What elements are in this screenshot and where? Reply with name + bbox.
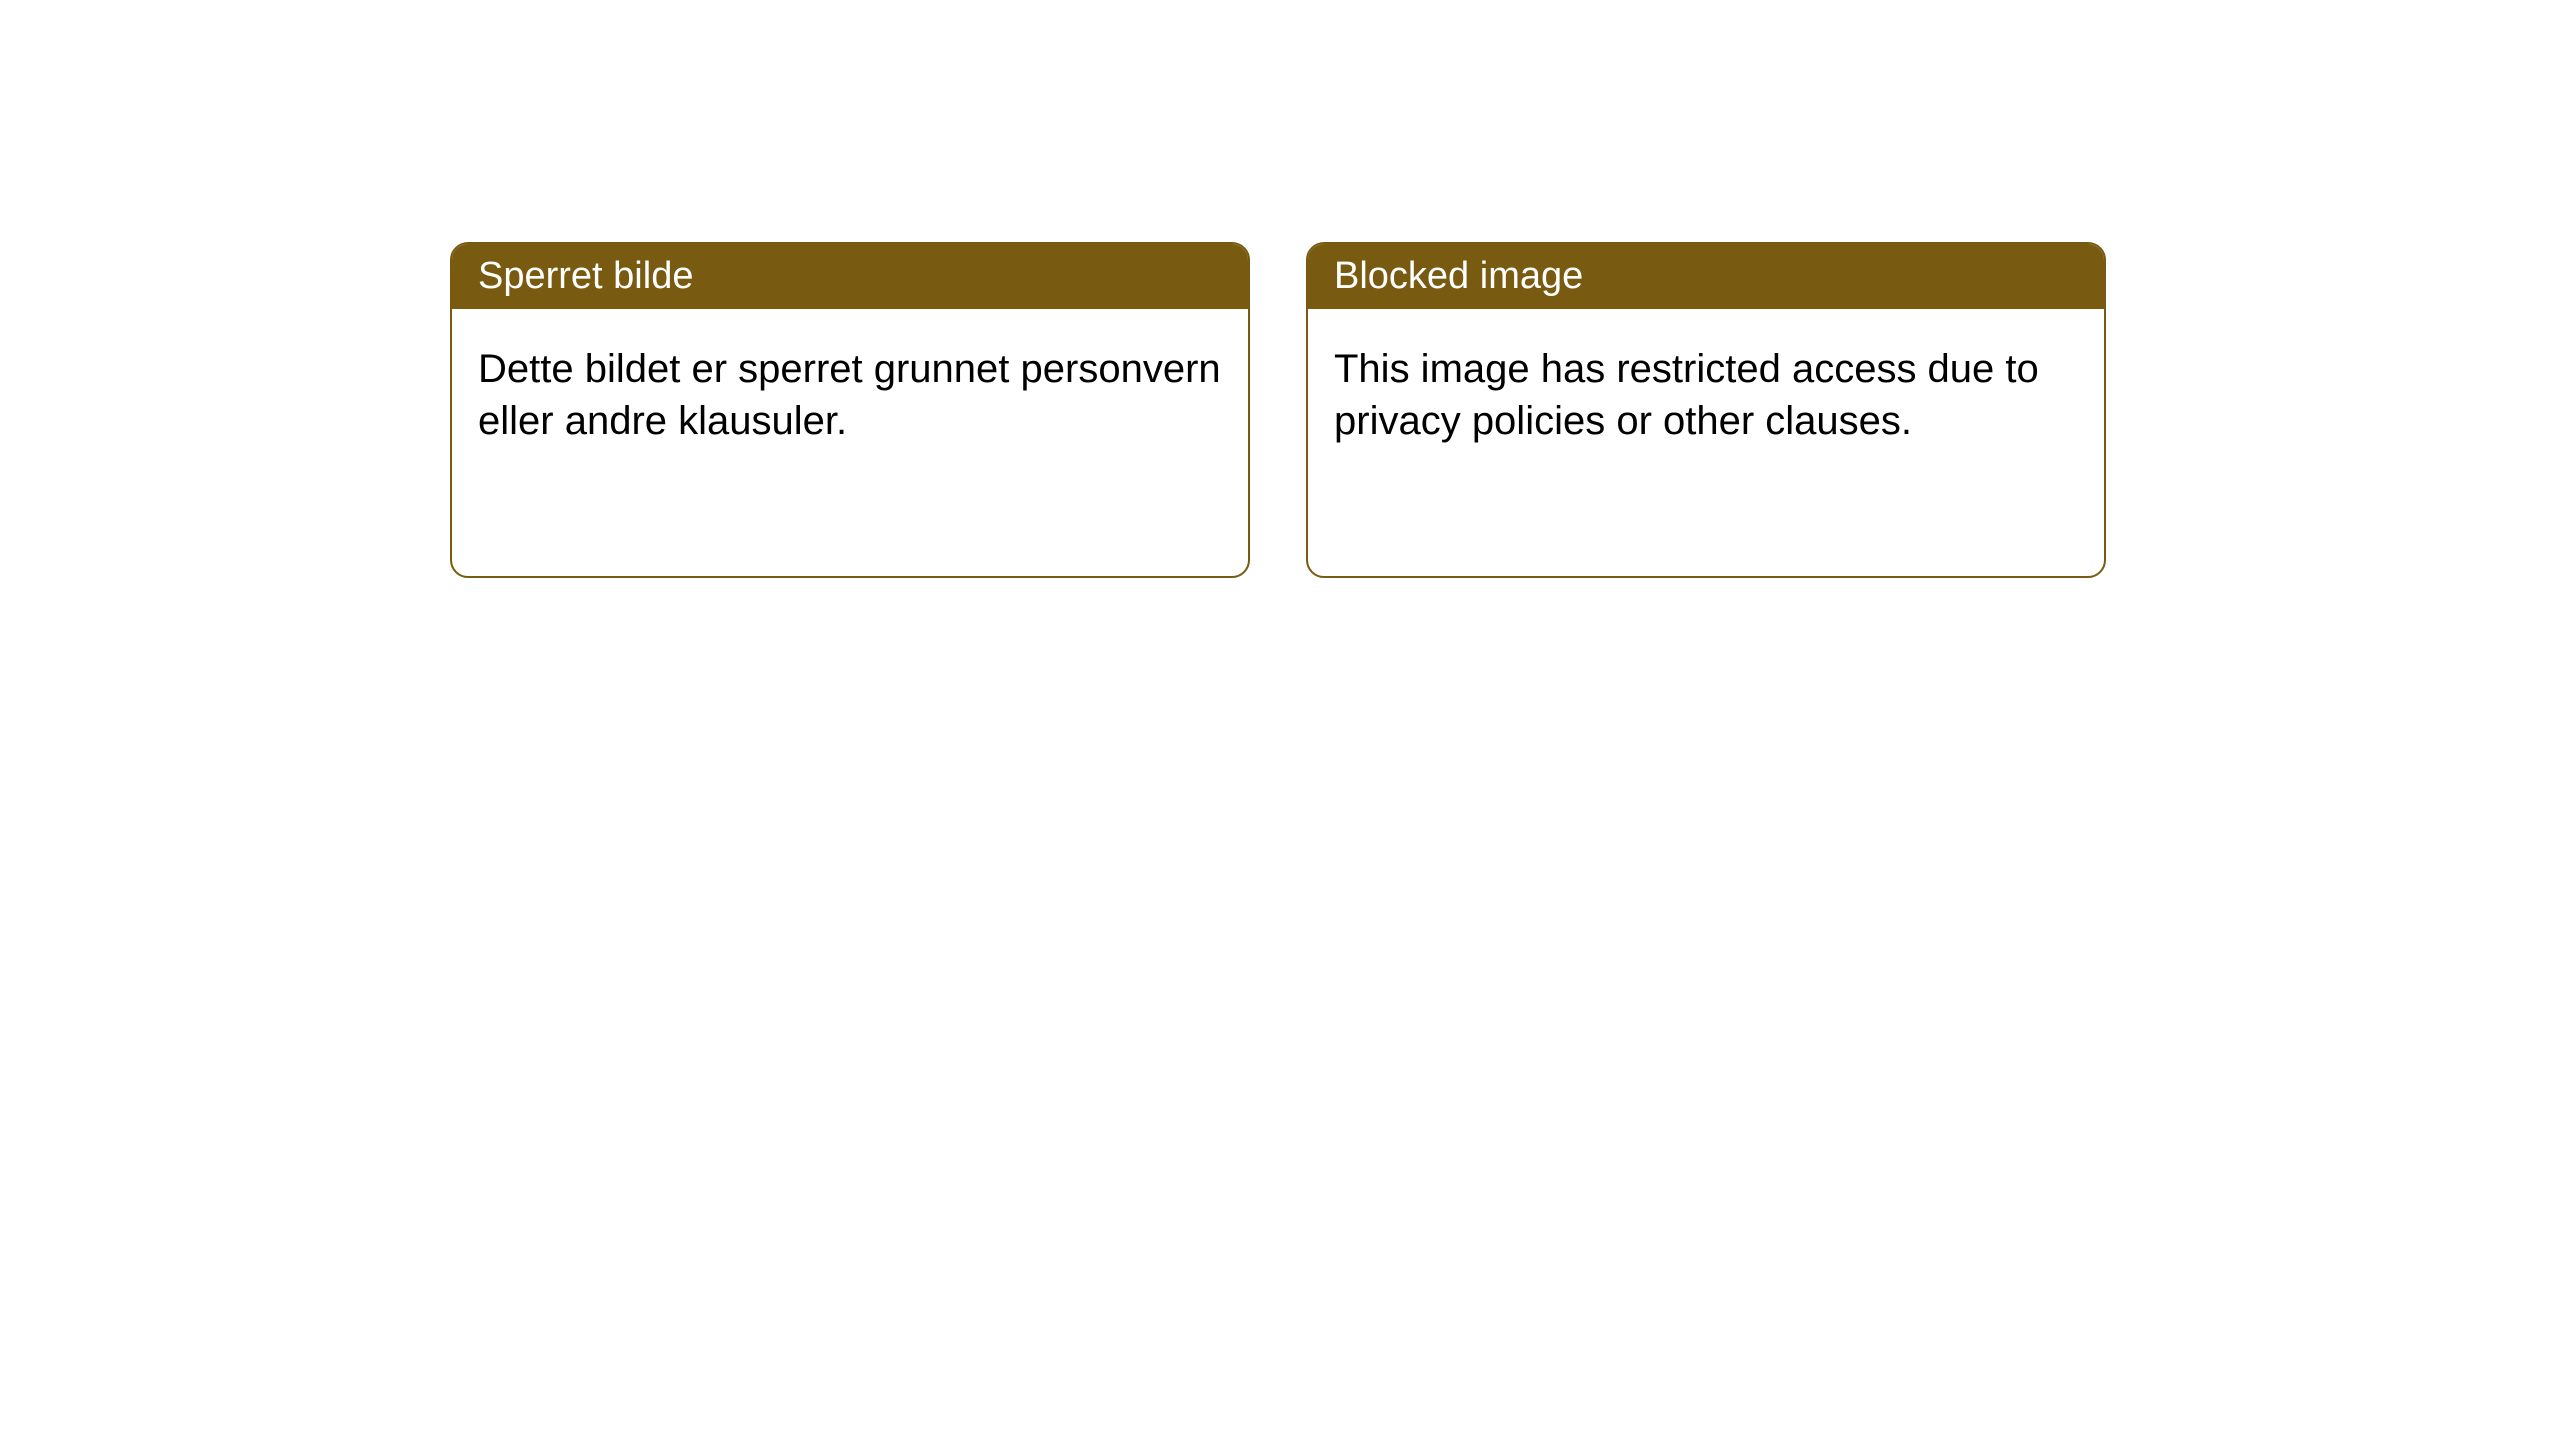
card-body: Dette bildet er sperret grunnet personve… — [452, 309, 1248, 481]
card-header: Blocked image — [1308, 244, 2104, 309]
notice-card-english: Blocked image This image has restricted … — [1306, 242, 2106, 578]
card-header: Sperret bilde — [452, 244, 1248, 309]
card-body: This image has restricted access due to … — [1308, 309, 2104, 481]
notice-card-norwegian: Sperret bilde Dette bildet er sperret gr… — [450, 242, 1250, 578]
notice-container: Sperret bilde Dette bildet er sperret gr… — [0, 0, 2560, 578]
